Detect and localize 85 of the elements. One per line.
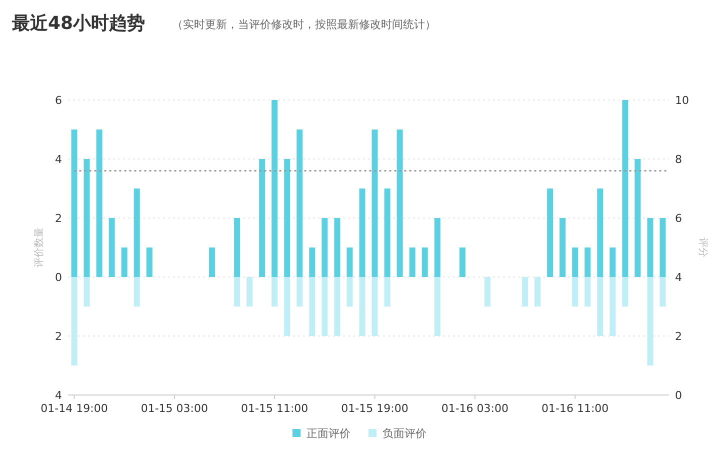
- bar: [572, 248, 578, 277]
- x-tick-label: 01-15 11:00: [241, 402, 308, 415]
- legend-label: 负面评价: [382, 427, 426, 440]
- bar: [96, 130, 102, 277]
- x-tick-label: 01-15 03:00: [140, 402, 208, 415]
- y2-tick-label: 8: [675, 153, 682, 166]
- bar: [572, 277, 578, 306]
- bar: [334, 277, 340, 336]
- y2-tick-label: 4: [675, 271, 682, 284]
- bar: [547, 188, 554, 277]
- bar: [610, 248, 616, 277]
- y2-tick-label: 6: [675, 212, 682, 225]
- bar: [296, 277, 303, 306]
- bar: [647, 277, 654, 366]
- chart-title: 最近48小时趋势: [11, 13, 146, 34]
- y-axis-title: 评价数量: [33, 228, 45, 268]
- bar: [396, 130, 403, 277]
- bar: [647, 218, 654, 277]
- bar: [246, 277, 253, 306]
- bar: [322, 277, 328, 336]
- bar: [234, 277, 240, 306]
- bar: [346, 248, 353, 277]
- bar: [634, 159, 641, 277]
- bar: [372, 277, 378, 336]
- bar: [522, 277, 528, 306]
- chart-subtitle: （实时更新，当评价修改时，按照最新修改时间统计）: [172, 18, 436, 31]
- bar: [121, 248, 128, 277]
- y-tick-label: 2: [55, 212, 62, 225]
- x-tick-label: 01-16 11:00: [542, 402, 609, 415]
- y2-tick-label: 2: [675, 330, 682, 343]
- bar: [259, 159, 266, 277]
- bar: [134, 188, 140, 277]
- bar: [372, 130, 378, 277]
- bar: [622, 277, 628, 306]
- bar: [322, 218, 328, 277]
- bar: [597, 277, 604, 336]
- y-tick-label: 4: [55, 153, 62, 166]
- bar: [584, 248, 591, 277]
- bar: [84, 277, 90, 306]
- bar: [584, 277, 591, 306]
- bar: [660, 277, 666, 306]
- bar: [346, 277, 353, 306]
- bar: [84, 159, 90, 277]
- bar: [309, 277, 316, 336]
- y2-tick-label: 0: [675, 389, 682, 402]
- bar: [359, 188, 366, 277]
- bar: [108, 218, 115, 277]
- bar: [459, 248, 466, 277]
- bar: [272, 277, 278, 306]
- bar: [560, 218, 566, 277]
- x-tick-label: 01-14 19:00: [40, 402, 108, 415]
- bar: [309, 248, 316, 277]
- bar: [484, 277, 490, 306]
- y2-axis-title: 评分: [697, 238, 709, 258]
- bar: [409, 248, 416, 277]
- y-tick-label: 0: [55, 271, 62, 284]
- y-tick-label: 2: [55, 330, 62, 343]
- legend-label: 正面评价: [306, 427, 350, 440]
- bar: [146, 248, 152, 277]
- bar: [384, 277, 390, 306]
- bar: [660, 218, 666, 277]
- bar: [434, 218, 440, 277]
- bar: [597, 188, 604, 277]
- bar: [384, 188, 390, 277]
- y-tick-label: 4: [55, 389, 62, 402]
- bar: [359, 277, 366, 336]
- bar: [71, 130, 78, 277]
- x-tick-label: 01-16 03:00: [441, 402, 509, 415]
- bar: [334, 218, 340, 277]
- bar: [208, 248, 215, 277]
- y-tick-label: 6: [55, 94, 62, 107]
- bar: [272, 100, 278, 277]
- bar: [534, 277, 541, 306]
- bar: [284, 277, 290, 336]
- bar: [284, 159, 290, 277]
- bar: [422, 248, 428, 277]
- bar: [622, 100, 628, 277]
- bar: [610, 277, 616, 336]
- bar: [134, 277, 140, 306]
- x-tick-label: 01-15 19:00: [341, 402, 408, 415]
- y2-tick-label: 10: [675, 94, 689, 107]
- bar: [71, 277, 78, 366]
- bar: [234, 218, 240, 277]
- bar: [296, 130, 303, 277]
- bar: [434, 277, 440, 336]
